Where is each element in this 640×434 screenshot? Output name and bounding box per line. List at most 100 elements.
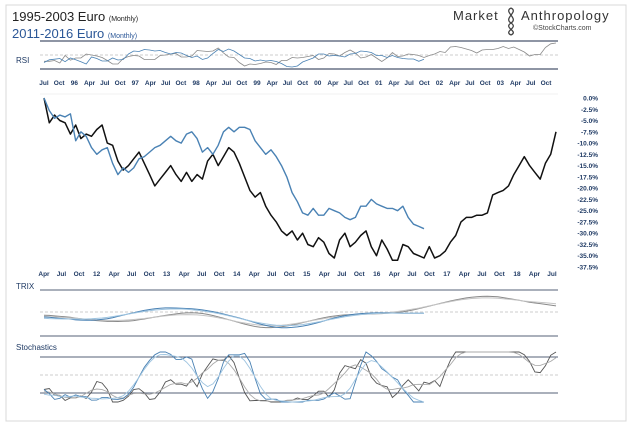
bottom-axis-tick-label: Apr bbox=[178, 271, 190, 278]
bottom-axis-tick-label: Apr bbox=[459, 271, 471, 278]
bottom-axis-tick-label: Jul bbox=[127, 271, 137, 278]
stoch-d-line bbox=[43, 354, 425, 403]
trix-panel-label: TRIX bbox=[16, 282, 35, 291]
y-axis-tick-label: 0.0% bbox=[583, 96, 598, 103]
bottom-axis-tick-label: Jul bbox=[267, 271, 277, 278]
top-axis-tick-label: 96 bbox=[71, 80, 79, 87]
top-axis-tick-label: Apr bbox=[206, 80, 218, 87]
top-axis-tick-label: Oct bbox=[419, 80, 431, 87]
brand-anthropology: Anthropology bbox=[521, 8, 610, 23]
y-axis-tick-label: -37.5% bbox=[577, 265, 598, 272]
top-axis-tick-label: Apr bbox=[267, 80, 279, 87]
y-axis-tick-label: -30.0% bbox=[577, 231, 598, 238]
top-axis-tick-label: 03 bbox=[497, 80, 505, 87]
bottom-axis-tick-label: 16 bbox=[373, 271, 381, 278]
bottom-axis-tick-label: Oct bbox=[74, 271, 86, 278]
top-axis-tick-label: 01 bbox=[375, 80, 383, 87]
y-axis-tick-label: -7.5% bbox=[581, 129, 598, 136]
top-axis-tick-label: Oct bbox=[54, 80, 66, 87]
top-axis-tick-label: Jul bbox=[222, 80, 232, 87]
trix-signal-line bbox=[43, 297, 557, 327]
top-date-axis: Jul Oct 96 Apr Jul Oct 97 Apr Jul Oct 98 Apr Jul Oct 9… bbox=[39, 80, 552, 87]
bottom-axis-tick-label: Jul bbox=[407, 271, 417, 278]
y-axis-tick-label: -35.0% bbox=[577, 253, 598, 260]
top-axis-tick-label: 99 bbox=[253, 80, 261, 87]
trix-lines bbox=[43, 295, 557, 329]
top-axis-tick-label: Jul bbox=[465, 80, 475, 87]
top-axis-tick-label: Apr bbox=[327, 80, 339, 87]
rsi-panel-label: RSI bbox=[16, 56, 29, 65]
y-axis-tick-label: -20.0% bbox=[577, 186, 598, 193]
top-axis-tick-label: Apr bbox=[449, 80, 461, 87]
y-axis-tick-label: -5.0% bbox=[581, 118, 598, 125]
title-black: 1995-2003 Euro (Monthly) bbox=[12, 9, 138, 24]
bottom-axis-tick-label: Oct bbox=[284, 271, 296, 278]
top-axis-tick-label: 98 bbox=[192, 80, 200, 87]
stochastics-panel-label: Stochastics bbox=[16, 343, 57, 352]
y-axis-tick-label: -17.5% bbox=[577, 174, 598, 181]
top-axis-tick-label: Apr bbox=[145, 80, 157, 87]
bottom-date-axis: Apr Jul Oct 12 Apr Jul Oct 13 Apr Jul Oct 14 Apr Jul O… bbox=[38, 271, 556, 278]
brand-source: ©StockCharts.com bbox=[533, 24, 592, 32]
bottom-axis-tick-label: Jul bbox=[197, 271, 207, 278]
brand-market: Market bbox=[453, 8, 499, 23]
top-axis-tick-label: Jul bbox=[39, 80, 49, 87]
y-axis-tick-label: -12.5% bbox=[577, 152, 598, 159]
bottom-axis-tick-label: Apr bbox=[108, 271, 120, 278]
top-axis-tick-label: Oct bbox=[236, 80, 248, 87]
top-axis-tick-label: Jul bbox=[404, 80, 414, 87]
bottom-axis-tick-label: Jul bbox=[337, 271, 347, 278]
title-blue: 2011-2016 Euro (Monthly) bbox=[12, 26, 137, 41]
bottom-axis-tick-label: Apr bbox=[529, 271, 541, 278]
rsi-lines bbox=[43, 42, 557, 68]
stoch-k-line bbox=[43, 351, 424, 403]
y-axis-tick-label: -10.0% bbox=[577, 141, 598, 148]
y-axis-tick-label: -22.5% bbox=[577, 197, 598, 204]
bottom-axis-tick-label: Oct bbox=[214, 271, 226, 278]
bottom-axis-tick-label: Jul bbox=[57, 271, 67, 278]
bottom-axis-tick-label: Apr bbox=[38, 271, 50, 278]
top-axis-tick-label: Jul bbox=[526, 80, 536, 87]
bottom-axis-tick-label: 15 bbox=[303, 271, 311, 278]
y-axis-tick-label: -15.0% bbox=[577, 163, 598, 170]
y-axis-tick-label: -32.5% bbox=[577, 242, 598, 249]
bottom-axis-tick-label: Jul bbox=[547, 271, 557, 278]
bottom-axis-tick-label: Apr bbox=[389, 271, 401, 278]
bottom-axis-tick-label: Oct bbox=[144, 271, 156, 278]
percent-y-axis: 0.0% -2.5% -5.0% -7.5% -10.0% -12.5% -15.0% -17… bbox=[577, 96, 598, 272]
y-axis-tick-label: -27.5% bbox=[577, 219, 598, 226]
top-axis-tick-label: Jul bbox=[100, 80, 110, 87]
bottom-axis-tick-label: 12 bbox=[93, 271, 101, 278]
bottom-axis-tick-label: 17 bbox=[443, 271, 451, 278]
top-axis-tick-label: Jul bbox=[343, 80, 353, 87]
top-axis-tick-label: Oct bbox=[358, 80, 370, 87]
bottom-axis-tick-label: Oct bbox=[354, 271, 366, 278]
bottom-axis-tick-label: 18 bbox=[513, 271, 521, 278]
top-axis-tick-label: Oct bbox=[115, 80, 127, 87]
bottom-axis-tick-label: 14 bbox=[233, 271, 241, 278]
top-axis-tick-label: 02 bbox=[436, 80, 444, 87]
stoch-d-line bbox=[43, 351, 557, 402]
bottom-axis-tick-label: Apr bbox=[319, 271, 331, 278]
bottom-axis-tick-label: Oct bbox=[494, 271, 506, 278]
bottom-axis-tick-label: Oct bbox=[424, 271, 436, 278]
top-axis-tick-label: Oct bbox=[480, 80, 492, 87]
top-axis-tick-label: 00 bbox=[314, 80, 322, 87]
y-axis-tick-label: -25.0% bbox=[577, 208, 598, 215]
y-axis-tick-label: -2.5% bbox=[581, 107, 598, 114]
trix-signal-line bbox=[43, 308, 424, 327]
blue-series-line bbox=[43, 97, 425, 230]
trix-line bbox=[43, 295, 557, 329]
top-axis-tick-label: Apr bbox=[388, 80, 400, 87]
top-axis-tick-label: Jul bbox=[161, 80, 171, 87]
main-price-lines bbox=[43, 97, 557, 261]
top-axis-tick-label: 97 bbox=[132, 80, 140, 87]
black-series-line bbox=[43, 97, 557, 261]
rsi-line bbox=[44, 42, 557, 67]
top-axis-tick-label: Apr bbox=[510, 80, 522, 87]
rsi-line bbox=[43, 48, 425, 68]
top-axis-tick-label: Oct bbox=[541, 80, 553, 87]
top-axis-tick-label: Jul bbox=[283, 80, 293, 87]
